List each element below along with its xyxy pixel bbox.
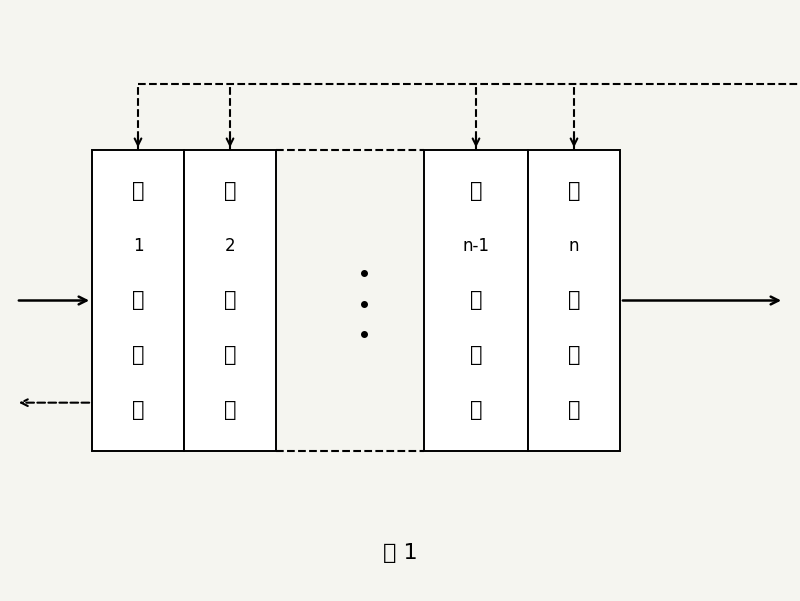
Text: 萃: 萃 [568, 290, 580, 311]
Text: 级: 级 [224, 400, 236, 419]
Bar [92, 150, 184, 451]
Text: 第: 第 [224, 182, 236, 201]
Text: 取: 取 [470, 345, 482, 365]
Bar [424, 150, 528, 451]
Text: 第: 第 [470, 182, 482, 201]
Text: n-1: n-1 [462, 237, 490, 255]
Text: 萃: 萃 [470, 290, 482, 311]
Text: 1: 1 [133, 237, 143, 255]
Text: 取: 取 [224, 345, 236, 365]
Text: 第: 第 [132, 182, 144, 201]
Text: 图 1: 图 1 [382, 543, 418, 563]
Text: 级: 级 [568, 400, 580, 419]
Text: 2: 2 [225, 237, 235, 255]
Bar [184, 150, 276, 451]
Text: 取: 取 [132, 345, 144, 365]
Text: 萃: 萃 [132, 290, 144, 311]
Text: 第: 第 [568, 182, 580, 201]
Text: 级: 级 [132, 400, 144, 419]
Bar [528, 150, 620, 451]
Text: 级: 级 [470, 400, 482, 419]
Text: 取: 取 [568, 345, 580, 365]
Text: 萃: 萃 [224, 290, 236, 311]
Text: n: n [569, 237, 579, 255]
